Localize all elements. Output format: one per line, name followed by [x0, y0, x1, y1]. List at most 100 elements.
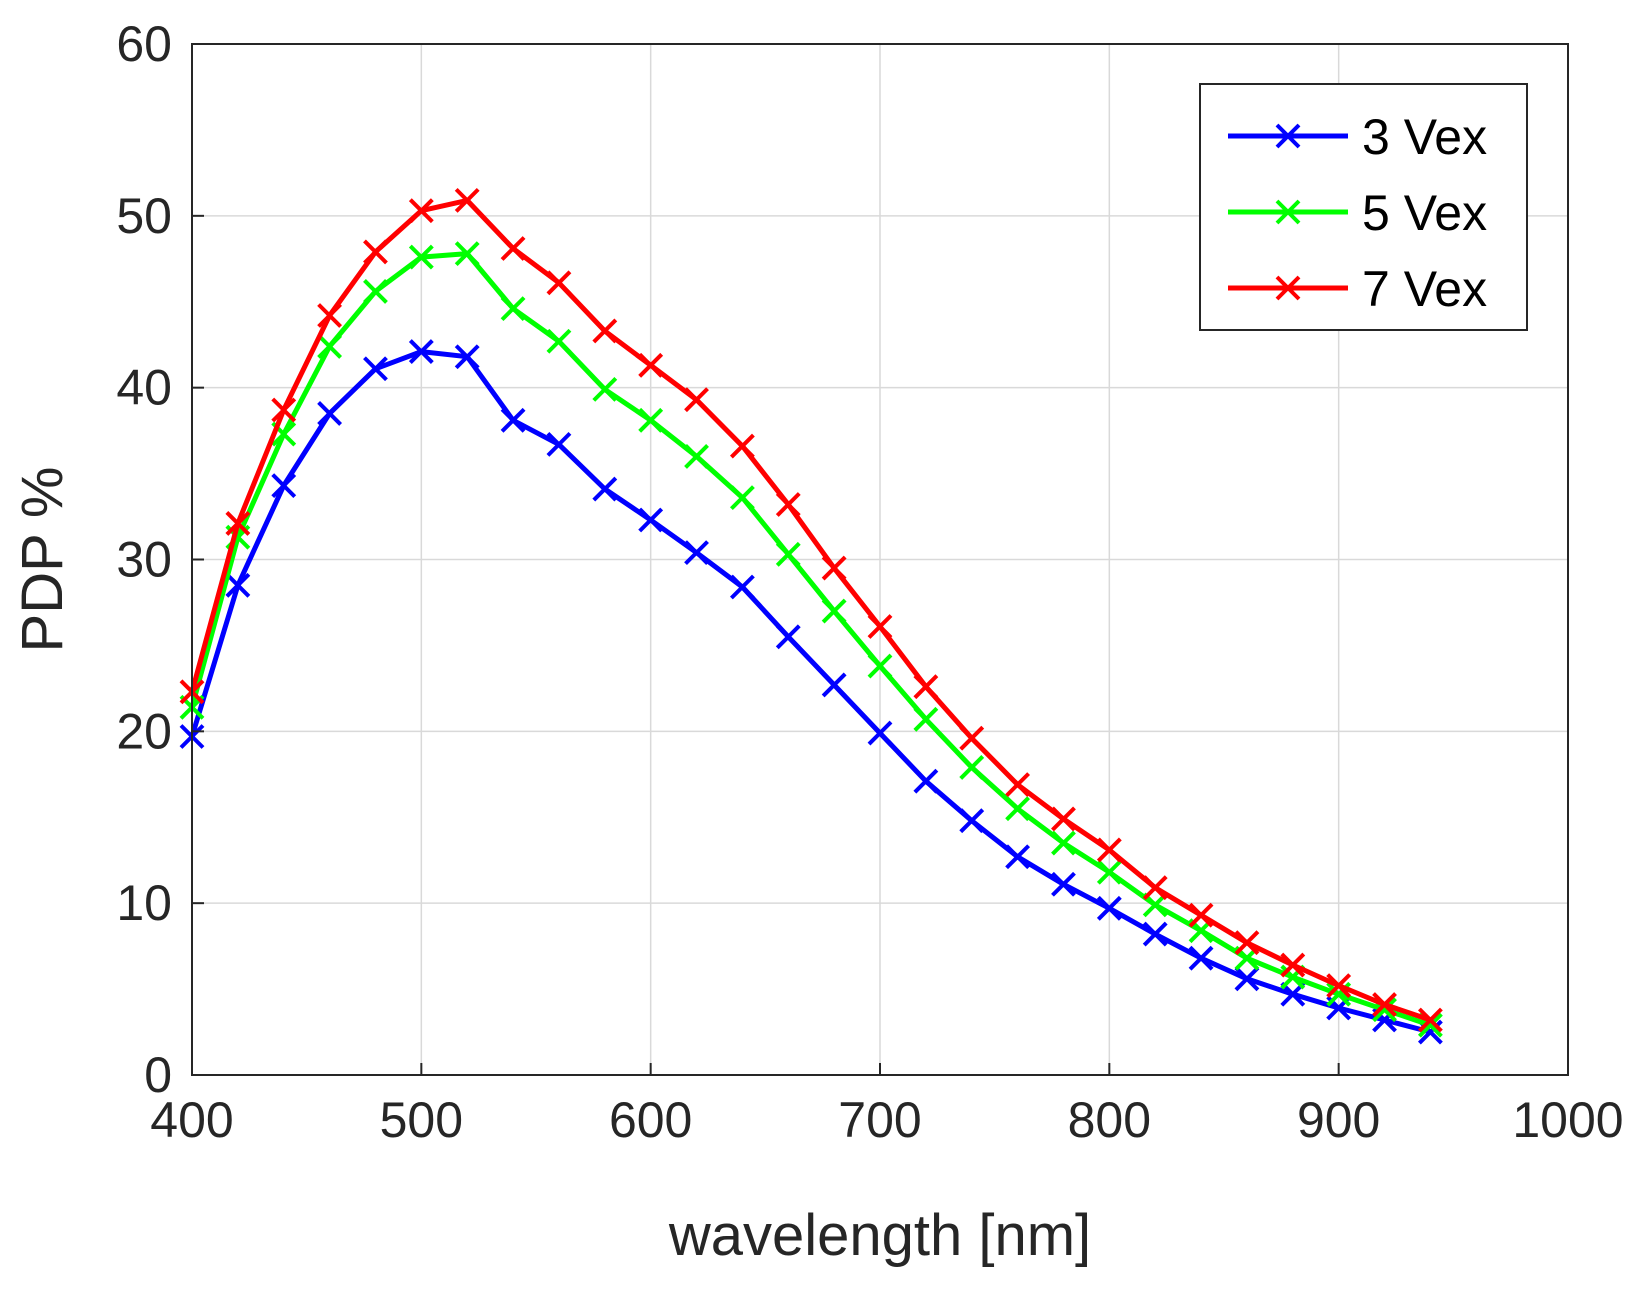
data-point	[775, 541, 801, 567]
data-point	[867, 653, 893, 679]
data-point	[546, 328, 572, 354]
legend-label: 3 Vex	[1362, 109, 1487, 165]
data-point	[1234, 930, 1260, 956]
legend-label: 7 Vex	[1362, 261, 1487, 317]
data-point	[1326, 973, 1352, 999]
data-point	[684, 443, 709, 469]
data-point	[959, 755, 985, 780]
data-point	[959, 725, 985, 751]
data-point	[408, 198, 434, 224]
y-axis-label: PDP %	[10, 467, 75, 653]
x-tick-label: 700	[838, 1092, 921, 1148]
data-point	[775, 624, 801, 650]
data-point	[1051, 806, 1076, 832]
data-point	[271, 397, 297, 423]
data-point	[546, 270, 572, 296]
data-point	[500, 407, 526, 433]
data-point	[913, 706, 939, 732]
data-point	[408, 244, 434, 270]
series-1	[179, 339, 1443, 1045]
y-tick-label: 60	[116, 16, 172, 72]
data-point	[592, 476, 618, 502]
series-line	[189, 349, 1432, 1035]
data-point	[363, 279, 388, 304]
series-layer	[179, 187, 1443, 1045]
data-point	[546, 431, 572, 457]
data-point	[592, 318, 618, 344]
data-point	[729, 433, 755, 459]
data-point	[363, 239, 388, 265]
data-point	[454, 187, 480, 213]
x-tick-label: 1000	[1512, 1092, 1623, 1148]
data-point	[317, 401, 343, 426]
data-point	[1051, 871, 1076, 897]
data-point	[225, 511, 251, 536]
data-point	[1188, 945, 1214, 971]
series-line	[189, 251, 1432, 1028]
data-point	[1005, 772, 1031, 798]
x-tick-label: 500	[380, 1092, 463, 1148]
data-point	[271, 473, 297, 499]
data-point	[454, 241, 480, 267]
data-point	[1142, 921, 1168, 947]
series-2	[179, 241, 1443, 1038]
legend-item: 7 Vex	[1228, 261, 1487, 317]
data-point	[1142, 875, 1168, 901]
data-point	[729, 574, 755, 600]
data-point	[363, 356, 388, 382]
y-tick-label: 40	[116, 360, 172, 416]
y-tick-label: 10	[116, 875, 172, 931]
data-point	[1372, 992, 1397, 1017]
x-tick-label: 800	[1068, 1092, 1151, 1148]
y-tick-label: 50	[116, 188, 172, 244]
data-point	[684, 540, 709, 566]
legend: 3 Vex 5 Vex 7 Vex	[1199, 83, 1528, 331]
legend-label: 5 Vex	[1362, 185, 1487, 241]
data-point	[1005, 844, 1031, 870]
data-point	[821, 672, 847, 698]
tick-layer: 400 500 600 700 800 900 1000 0 10 20 30 40 50 60	[116, 16, 1623, 1148]
data-point	[1234, 966, 1260, 992]
data-point	[638, 407, 664, 433]
data-point	[1005, 796, 1031, 822]
data-point	[775, 492, 801, 517]
legend-item: 3 Vex	[1228, 109, 1487, 165]
series-line	[189, 197, 1432, 1023]
data-point	[1096, 837, 1122, 863]
legend-item: 5 Vex	[1228, 185, 1487, 241]
series-3	[179, 187, 1443, 1033]
data-point	[821, 555, 847, 581]
data-point	[867, 614, 893, 639]
y-tick-label: 0	[144, 1047, 172, 1103]
data-point	[408, 339, 434, 364]
data-point	[1417, 1007, 1443, 1033]
data-point	[1188, 902, 1214, 928]
data-point	[867, 720, 893, 746]
data-point	[454, 344, 480, 370]
data-point	[500, 296, 526, 322]
x-tick-label: 400	[150, 1092, 233, 1148]
data-point	[1051, 830, 1076, 856]
data-point	[913, 674, 939, 700]
data-point	[1096, 895, 1122, 921]
data-point	[638, 507, 664, 533]
data-point	[1096, 859, 1122, 885]
x-tick-label: 900	[1297, 1092, 1380, 1148]
data-point	[729, 485, 755, 511]
data-point	[913, 768, 939, 794]
data-point	[1280, 952, 1306, 978]
data-point	[500, 236, 526, 261]
data-point	[317, 334, 343, 359]
y-tick-label: 30	[116, 532, 172, 588]
data-point	[592, 376, 618, 402]
data-point	[821, 598, 847, 624]
x-tick-label: 600	[609, 1092, 692, 1148]
data-point	[225, 572, 251, 598]
x-axis-label: wavelength [nm]	[668, 1203, 1091, 1268]
data-point	[317, 303, 343, 328]
y-tick-label: 20	[116, 703, 172, 759]
data-point	[638, 352, 664, 378]
data-point	[684, 387, 709, 413]
data-point	[959, 808, 985, 834]
